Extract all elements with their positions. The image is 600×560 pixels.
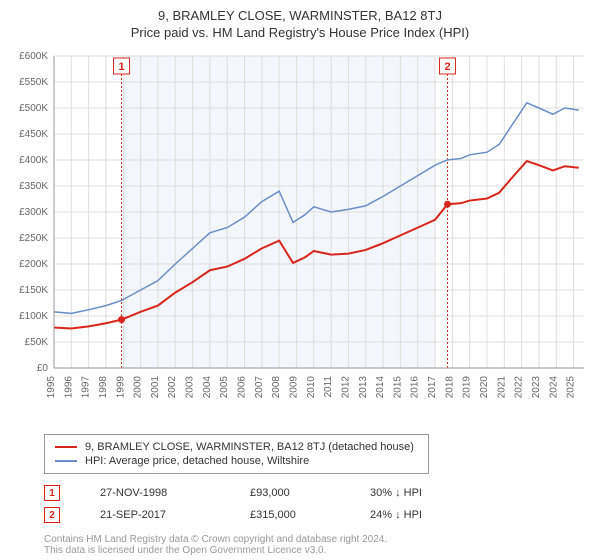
footer-line-1: Contains HM Land Registry data © Crown c… bbox=[44, 534, 600, 545]
svg-text:1996: 1996 bbox=[63, 376, 74, 399]
svg-text:1: 1 bbox=[118, 61, 124, 73]
svg-text:2020: 2020 bbox=[479, 376, 490, 399]
svg-text:1999: 1999 bbox=[115, 376, 126, 399]
svg-text:2010: 2010 bbox=[306, 376, 317, 399]
svg-text:£450K: £450K bbox=[19, 129, 48, 140]
svg-text:2000: 2000 bbox=[133, 376, 144, 399]
svg-text:2008: 2008 bbox=[271, 376, 282, 399]
svg-text:2017: 2017 bbox=[427, 376, 438, 399]
svg-text:2019: 2019 bbox=[462, 376, 473, 399]
marker-date: 27-NOV-1998 bbox=[100, 487, 210, 499]
svg-text:2006: 2006 bbox=[237, 376, 248, 399]
marker-price: £93,000 bbox=[250, 487, 330, 499]
svg-text:2011: 2011 bbox=[323, 376, 334, 398]
svg-text:2015: 2015 bbox=[392, 376, 403, 399]
svg-text:2021: 2021 bbox=[496, 376, 507, 399]
marker-row: 1 27-NOV-1998 £93,000 30% ↓ HPI bbox=[44, 482, 600, 504]
svg-text:2004: 2004 bbox=[202, 376, 213, 399]
svg-text:£150K: £150K bbox=[19, 285, 48, 296]
svg-text:£300K: £300K bbox=[19, 207, 48, 218]
svg-text:£250K: £250K bbox=[19, 233, 48, 244]
chart-title: 9, BRAMLEY CLOSE, WARMINSTER, BA12 8TJ bbox=[0, 8, 600, 23]
svg-text:1997: 1997 bbox=[81, 376, 92, 399]
marker-delta: 24% ↓ HPI bbox=[370, 509, 422, 521]
svg-text:2007: 2007 bbox=[254, 376, 265, 399]
line-chart-svg: £0 £50K £100K £150K £200K £250K £300K £350K £400… bbox=[0, 46, 600, 426]
svg-text:£100K: £100K bbox=[19, 311, 48, 322]
svg-text:2018: 2018 bbox=[444, 376, 455, 399]
legend-row: HPI: Average price, detached house, Wilt… bbox=[55, 454, 414, 468]
marker-delta: 30% ↓ HPI bbox=[370, 487, 422, 499]
svg-text:2003: 2003 bbox=[185, 376, 196, 399]
legend: 9, BRAMLEY CLOSE, WARMINSTER, BA12 8TJ (… bbox=[44, 434, 429, 474]
svg-text:£350K: £350K bbox=[19, 181, 48, 192]
legend-swatch bbox=[55, 446, 77, 448]
legend-swatch bbox=[55, 460, 77, 462]
footer-attribution: Contains HM Land Registry data © Crown c… bbox=[44, 534, 600, 556]
legend-label: 9, BRAMLEY CLOSE, WARMINSTER, BA12 8TJ (… bbox=[85, 441, 414, 453]
svg-text:2016: 2016 bbox=[410, 376, 421, 399]
svg-text:£550K: £550K bbox=[19, 77, 48, 88]
marker-badge: 2 bbox=[44, 507, 60, 523]
svg-text:£500K: £500K bbox=[19, 103, 48, 114]
svg-text:1995: 1995 bbox=[46, 376, 57, 399]
chart-area: £0 £50K £100K £150K £200K £250K £300K £350K £400… bbox=[0, 46, 600, 426]
svg-text:2024: 2024 bbox=[548, 376, 559, 399]
svg-text:£50K: £50K bbox=[25, 337, 49, 348]
svg-text:£0: £0 bbox=[37, 363, 49, 374]
legend-row: 9, BRAMLEY CLOSE, WARMINSTER, BA12 8TJ (… bbox=[55, 440, 414, 454]
svg-text:2005: 2005 bbox=[219, 376, 230, 399]
svg-text:£200K: £200K bbox=[19, 259, 48, 270]
marker-price: £315,000 bbox=[250, 509, 330, 521]
svg-text:2013: 2013 bbox=[358, 376, 369, 399]
svg-text:2023: 2023 bbox=[531, 376, 542, 399]
svg-text:2012: 2012 bbox=[340, 376, 351, 399]
svg-text:2022: 2022 bbox=[514, 376, 525, 399]
svg-text:£600K: £600K bbox=[19, 51, 48, 62]
legend-label: HPI: Average price, detached house, Wilt… bbox=[85, 455, 309, 467]
svg-text:2: 2 bbox=[444, 61, 450, 73]
svg-text:2001: 2001 bbox=[150, 376, 161, 399]
svg-text:£400K: £400K bbox=[19, 155, 48, 166]
svg-text:2009: 2009 bbox=[288, 376, 299, 399]
svg-text:2002: 2002 bbox=[167, 376, 178, 399]
svg-text:1998: 1998 bbox=[98, 376, 109, 399]
svg-text:2025: 2025 bbox=[566, 376, 577, 399]
marker-badge: 1 bbox=[44, 485, 60, 501]
marker-date: 21-SEP-2017 bbox=[100, 509, 210, 521]
chart-subtitle: Price paid vs. HM Land Registry's House … bbox=[0, 25, 600, 40]
footer-line-2: This data is licensed under the Open Gov… bbox=[44, 545, 600, 556]
marker-table: 1 27-NOV-1998 £93,000 30% ↓ HPI 2 21-SEP-2017… bbox=[44, 482, 600, 526]
marker-row: 2 21-SEP-2017 £315,000 24% ↓ HPI bbox=[44, 504, 600, 526]
svg-text:2014: 2014 bbox=[375, 376, 386, 399]
